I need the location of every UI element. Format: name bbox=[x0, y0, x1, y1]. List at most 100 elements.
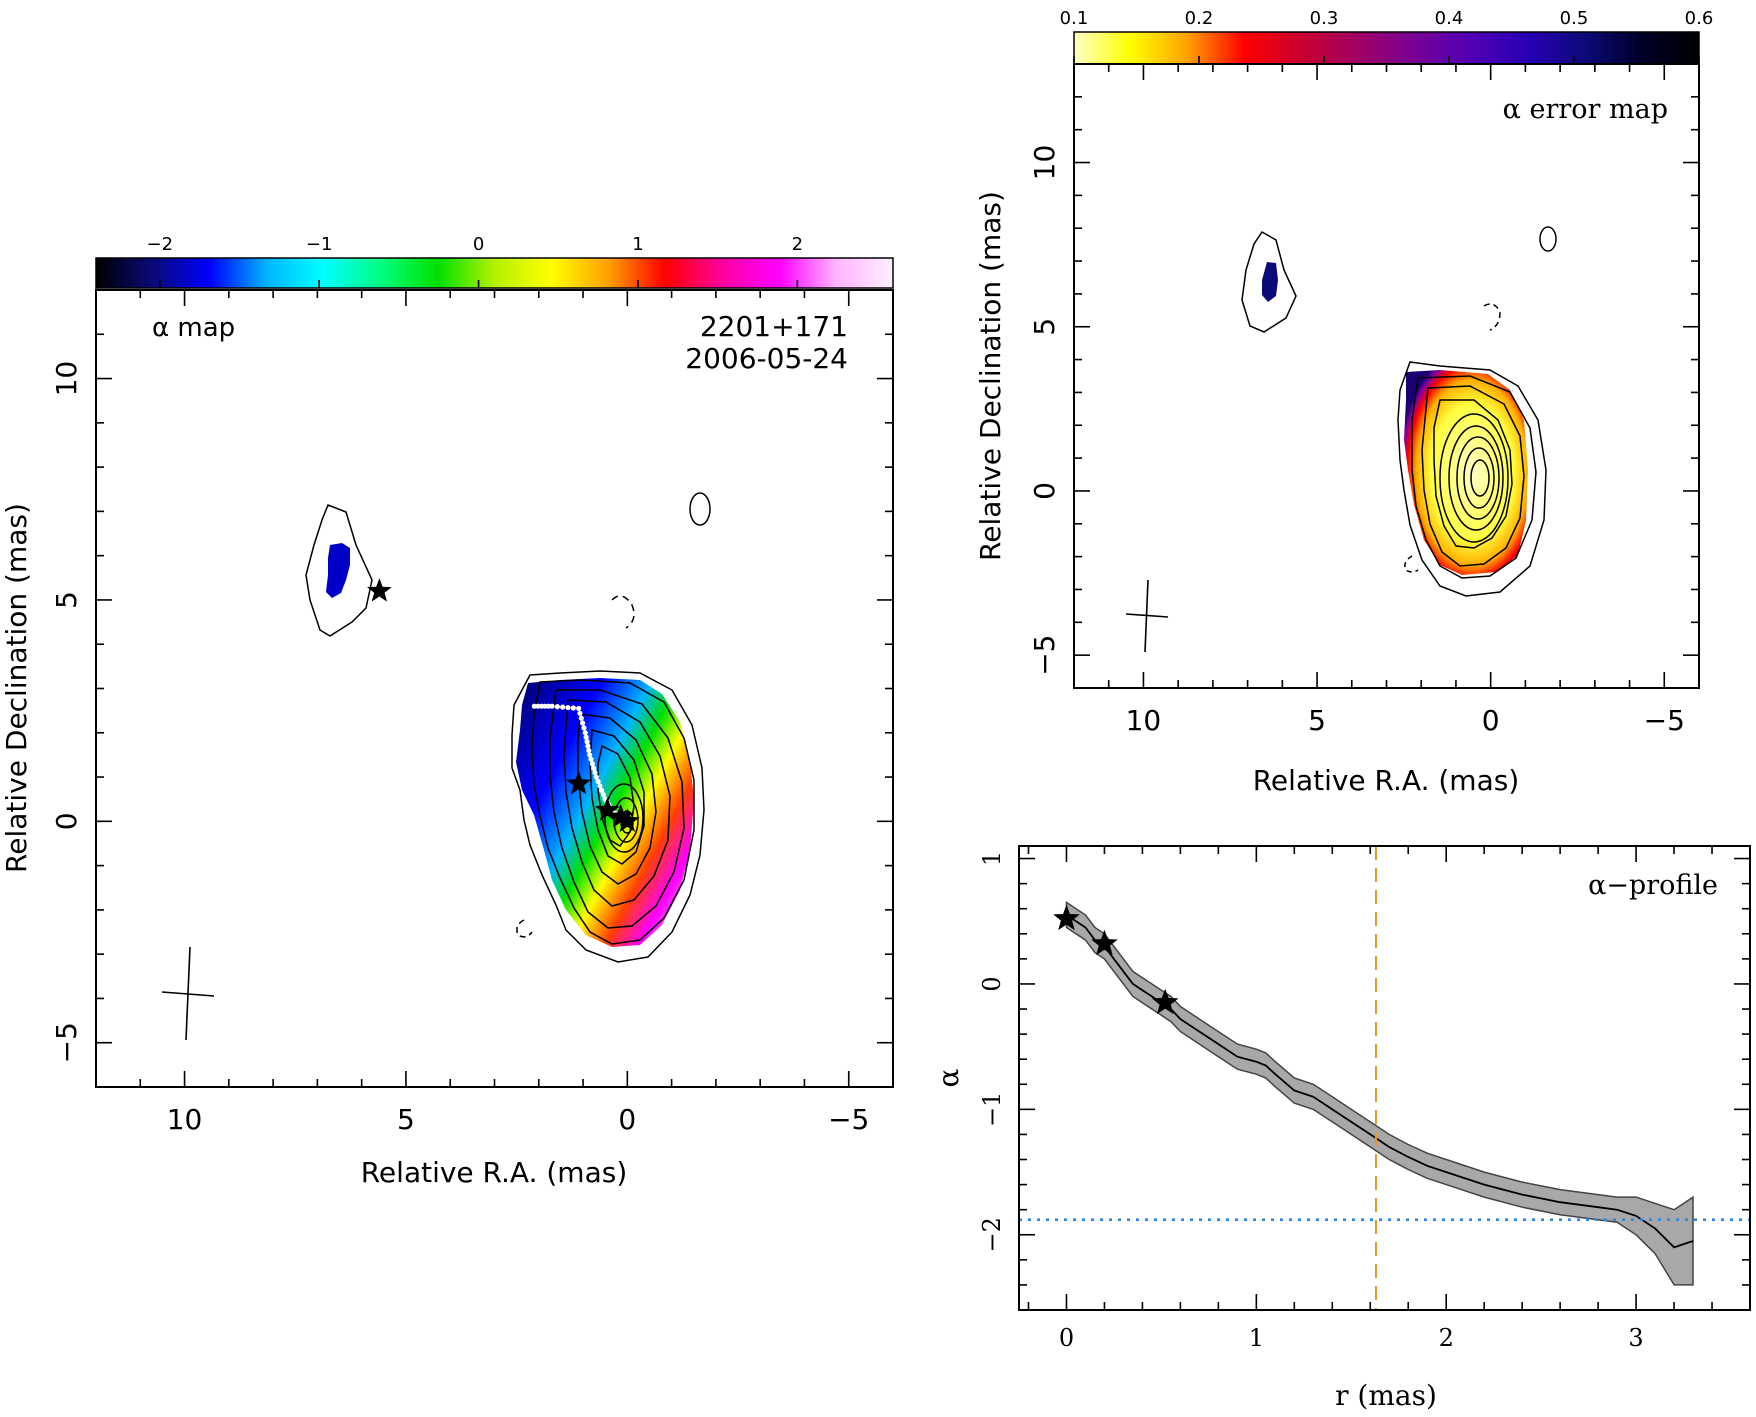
ridge-dot bbox=[549, 703, 555, 709]
error-map-y-tick-label: 5 bbox=[1028, 318, 1061, 336]
profile-frame bbox=[1018, 845, 1751, 1311]
error-map-x-tick-label: 0 bbox=[1482, 704, 1500, 737]
ridge-dot bbox=[586, 747, 592, 754]
ridge-dot bbox=[554, 704, 560, 710]
error-map-xlabel: Relative R.A. (mas) bbox=[1253, 764, 1520, 797]
ridge-dot bbox=[578, 715, 584, 721]
ridge-dot bbox=[583, 734, 589, 740]
error-colorbar bbox=[1073, 31, 1700, 65]
alpha-map-blob-north bbox=[326, 543, 350, 598]
alpha-map-star bbox=[595, 797, 620, 821]
error-map-title: α error map bbox=[1503, 94, 1668, 125]
alpha-map-x-tick-label: 5 bbox=[397, 1103, 415, 1136]
ridge-dot bbox=[582, 730, 588, 736]
profile-star bbox=[1151, 988, 1179, 1015]
error-colorbar-tick-label: 0.5 bbox=[1560, 8, 1589, 29]
profile-xlabel: r (mas) bbox=[1335, 1379, 1437, 1412]
alpha-map-image bbox=[161, 492, 711, 1041]
ridge-dot bbox=[584, 739, 590, 745]
profile-y-tick-label: 1 bbox=[978, 851, 1006, 866]
alpha-map-y-tick-label: 0 bbox=[50, 812, 83, 830]
error-colorbar-tick-label: 0.1 bbox=[1060, 8, 1089, 29]
profile-y-tick-label: −2 bbox=[978, 1217, 1006, 1252]
ridge-dot bbox=[599, 787, 605, 793]
alpha-map-panel: −2 −1 0 1 2 bbox=[0, 234, 894, 1189]
error-map-image bbox=[1125, 226, 1557, 653]
alpha-map-star bbox=[608, 803, 634, 828]
alpha-profile-panel: 0 1 2 3 −2 −1 0 1 α−profile r (mas) α bbox=[932, 845, 1751, 1412]
alpha-map-ylabel: Relative Declination (mas) bbox=[0, 503, 33, 873]
ridge-dot bbox=[597, 783, 603, 789]
error-map-beam bbox=[1125, 579, 1169, 653]
error-map-contours bbox=[1241, 226, 1557, 597]
alpha-colorbar-tick-label: 0 bbox=[473, 234, 484, 255]
error-map-y-tick-label: 0 bbox=[1028, 482, 1061, 500]
error-map-y-tick-label: 10 bbox=[1028, 145, 1061, 181]
alpha-profile-plot bbox=[1019, 846, 1750, 1310]
alpha-error-map-panel: 0.1 0.2 0.3 0.4 0.5 0.6 bbox=[974, 8, 1713, 797]
ridge-dot bbox=[570, 705, 576, 711]
alpha-map-y-tick-label: 5 bbox=[50, 591, 83, 609]
alpha-map-axes: 10 5 0 −5 −5 0 5 10 bbox=[50, 289, 894, 1136]
profile-error-band bbox=[1065, 901, 1694, 1286]
ridge-dot bbox=[589, 761, 595, 767]
ridge-dot bbox=[581, 725, 587, 731]
alpha-map-beam bbox=[161, 946, 215, 1041]
ridge-dot bbox=[587, 752, 593, 758]
error-colorbar-tick-label: 0.2 bbox=[1185, 8, 1214, 29]
profile-x-tick-label: 1 bbox=[1249, 1324, 1264, 1352]
error-colorbar-ticks: 0.1 0.2 0.3 0.4 0.5 0.6 bbox=[1060, 8, 1714, 64]
profile-ylabel: α bbox=[932, 1068, 965, 1087]
ridge-dot bbox=[592, 770, 598, 776]
error-map-ylabel: Relative Declination (mas) bbox=[974, 191, 1007, 561]
alpha-colorbar-ticks: −2 −1 0 1 2 bbox=[146, 234, 803, 288]
profile-star bbox=[1091, 929, 1118, 956]
alpha-map-contours bbox=[305, 492, 711, 963]
ridge-dot bbox=[585, 743, 591, 749]
ridge-dot bbox=[595, 778, 601, 785]
alpha-colorbar-tick-label: 2 bbox=[792, 234, 803, 255]
ridge-dot bbox=[588, 756, 594, 762]
alpha-colorbar bbox=[95, 257, 894, 289]
ridge-dot bbox=[577, 710, 583, 716]
ridge-dot bbox=[580, 720, 586, 726]
alpha-map-epoch: 2006-05-24 bbox=[685, 342, 848, 375]
ridge-dot bbox=[576, 705, 582, 712]
profile-y-tick-label: −1 bbox=[978, 1092, 1006, 1127]
alpha-map-x-tick-label: 10 bbox=[167, 1103, 203, 1136]
ridge-dot bbox=[565, 704, 571, 711]
profile-x-tick-label: 0 bbox=[1059, 1324, 1074, 1352]
error-map-x-tick-label: 5 bbox=[1308, 704, 1326, 737]
profile-star bbox=[1053, 904, 1080, 931]
alpha-map-y-tick-label: −5 bbox=[50, 1022, 83, 1063]
profile-line bbox=[1066, 914, 1694, 1249]
ridge-dot bbox=[560, 704, 566, 710]
ridge-dot bbox=[600, 792, 607, 798]
error-colorbar-tick-label: 0.3 bbox=[1310, 8, 1339, 29]
alpha-map-source-name: 2201+171 bbox=[700, 310, 848, 343]
error-map-y-tick-label: −5 bbox=[1028, 635, 1061, 676]
alpha-colorbar-tick-label: 1 bbox=[632, 234, 643, 255]
alpha-map-star bbox=[566, 770, 591, 795]
profile-axes: 0 1 2 3 −2 −1 0 1 bbox=[978, 846, 1751, 1352]
alpha-map-frame bbox=[95, 289, 894, 1088]
error-colorbar-tick-label: 0.6 bbox=[1685, 8, 1714, 29]
alpha-map-y-tick-label: 10 bbox=[50, 361, 83, 397]
alpha-map-x-tick-label: −5 bbox=[828, 1103, 869, 1136]
ridge-dot bbox=[593, 774, 599, 780]
alpha-map-title: α map bbox=[152, 313, 235, 343]
error-map-frame bbox=[1073, 63, 1700, 689]
error-map-axes: 10 5 0 −5 −5 0 5 10 bbox=[1028, 63, 1700, 737]
alpha-map-star bbox=[367, 578, 392, 602]
profile-title: α−profile bbox=[1588, 870, 1718, 901]
ridge-dot bbox=[591, 765, 597, 771]
alpha-map-x-tick-label: 0 bbox=[618, 1103, 636, 1136]
error-map-x-tick-label: −5 bbox=[1644, 704, 1685, 737]
error-colorbar-tick-label: 0.4 bbox=[1435, 8, 1464, 29]
alpha-colorbar-tick-label: −1 bbox=[306, 234, 333, 255]
error-map-blob-north bbox=[1262, 262, 1278, 302]
profile-x-tick-label: 2 bbox=[1439, 1324, 1454, 1352]
alpha-colorbar-tick-label: −2 bbox=[146, 234, 173, 255]
error-map-x-tick-label: 10 bbox=[1126, 704, 1162, 737]
